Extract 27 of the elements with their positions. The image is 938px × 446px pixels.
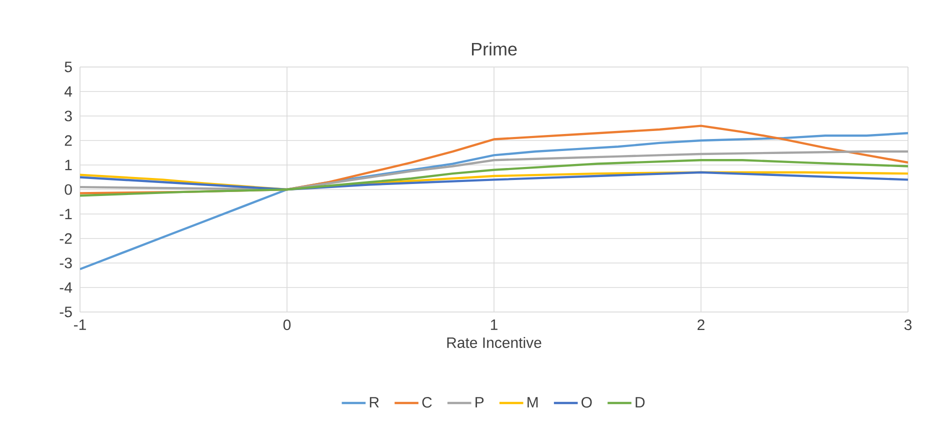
- legend-label: M: [528, 397, 538, 408]
- y-tick-label: -2: [60, 233, 72, 244]
- y-tick-label: -1: [60, 208, 72, 220]
- y-tick-label: -4: [60, 282, 72, 293]
- chart-title: Prime: [472, 42, 517, 56]
- legend-label: O: [582, 397, 592, 408]
- legend-label: D: [636, 397, 645, 408]
- line-series: [80, 132, 908, 270]
- y-tick-label: 3: [64, 110, 72, 122]
- legend-label: R: [370, 397, 379, 408]
- line-series: [80, 150, 908, 191]
- x-tick-label: 2: [698, 320, 704, 330]
- x-tick-label: 1: [490, 320, 498, 330]
- x-tick-label: 0: [283, 320, 291, 330]
- line-series: [80, 159, 908, 197]
- y-tick-label: 5: [64, 62, 72, 72]
- x-tick-label: 3: [904, 320, 912, 330]
- y-tick-label: 0: [64, 184, 72, 195]
- y-tick-label: 1: [65, 160, 72, 170]
- y-tick-label: 2: [64, 135, 72, 146]
- y-tick-label: 4: [64, 86, 72, 97]
- x-axis-title: Rate Incentive: [447, 336, 542, 348]
- legend-label: C: [422, 397, 432, 408]
- y-tick-label: -5: [60, 306, 72, 318]
- y-tick-label: -3: [60, 258, 72, 268]
- x-tick-label: -1: [74, 320, 86, 330]
- legend-label: P: [476, 397, 484, 408]
